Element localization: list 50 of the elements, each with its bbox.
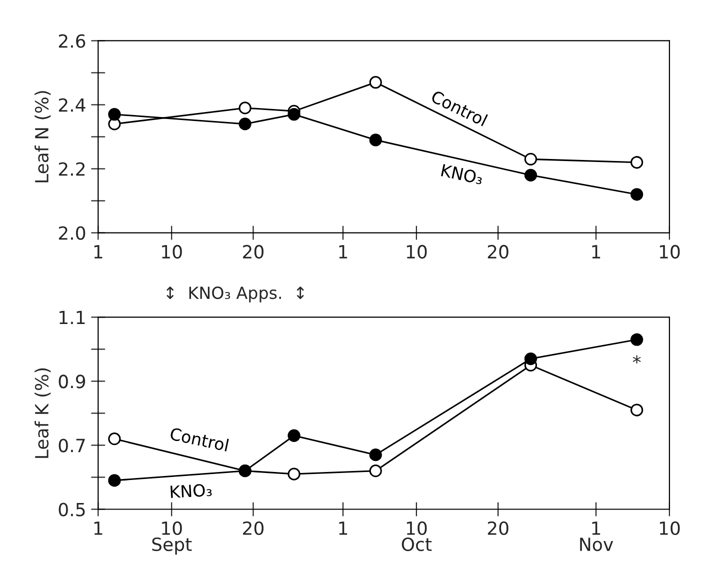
x-tick-label: 20: [488, 244, 508, 259]
y-axis-title: Leaf K (%): [34, 368, 51, 458]
x-tick-label: 1: [339, 522, 348, 535]
text: Control: [170, 426, 229, 452]
x-tick-label: 1 Nov: [580, 522, 614, 552]
point: [524, 352, 538, 366]
x-tick-label: 20: [243, 521, 264, 536]
text: ↕ KNO₃ Apps. ↕: [166, 286, 304, 302]
series-label: KNO₃: [170, 483, 212, 498]
point: [288, 108, 300, 121]
y-tick-label: 0.9: [58, 374, 86, 388]
x-tick-label: 10 Oct: [402, 521, 432, 552]
y-tick-label: 2.4: [58, 98, 86, 112]
point: [369, 464, 382, 478]
y-tick-label: 1.1: [60, 310, 85, 324]
x-tick-label: 20: [243, 244, 264, 259]
point: [369, 76, 382, 89]
y-tick-label: 2.2: [58, 162, 85, 176]
text: KNO₃: [440, 164, 484, 185]
x-tick-label: 10: [660, 521, 680, 536]
y-tick-label: 2.0: [58, 226, 86, 240]
x-tick-label: 1: [592, 245, 600, 258]
x-tick-label: 1: [339, 245, 348, 258]
x-tick-label: 10: [406, 244, 427, 259]
point: [630, 404, 644, 416]
point: [238, 102, 252, 114]
x-tick-label: 20: [488, 521, 508, 536]
x-tick-label: 1: [94, 522, 102, 535]
point: [630, 156, 644, 169]
x-tick-label: 10: [660, 244, 680, 259]
point: [108, 474, 121, 487]
y-tick-label: 0.7: [58, 438, 85, 452]
annotation: *: [632, 355, 641, 364]
point: [630, 188, 644, 201]
y-axis-title: Leaf N (%): [34, 91, 51, 182]
point: [288, 429, 300, 442]
point: [108, 432, 121, 446]
y-tick-label: 0.5: [58, 502, 85, 516]
point: [524, 152, 538, 166]
x-tick-label: 10: [162, 244, 182, 259]
point: [630, 333, 644, 346]
point: [369, 134, 382, 146]
x-tick-label: 1: [94, 245, 102, 258]
point: [288, 468, 300, 480]
y-tick-label: 2.6: [58, 34, 86, 48]
point: [108, 108, 121, 121]
point: [524, 168, 538, 182]
point: [238, 118, 252, 130]
point: [369, 448, 382, 462]
x-tick-label: 10 Sept: [152, 521, 192, 555]
